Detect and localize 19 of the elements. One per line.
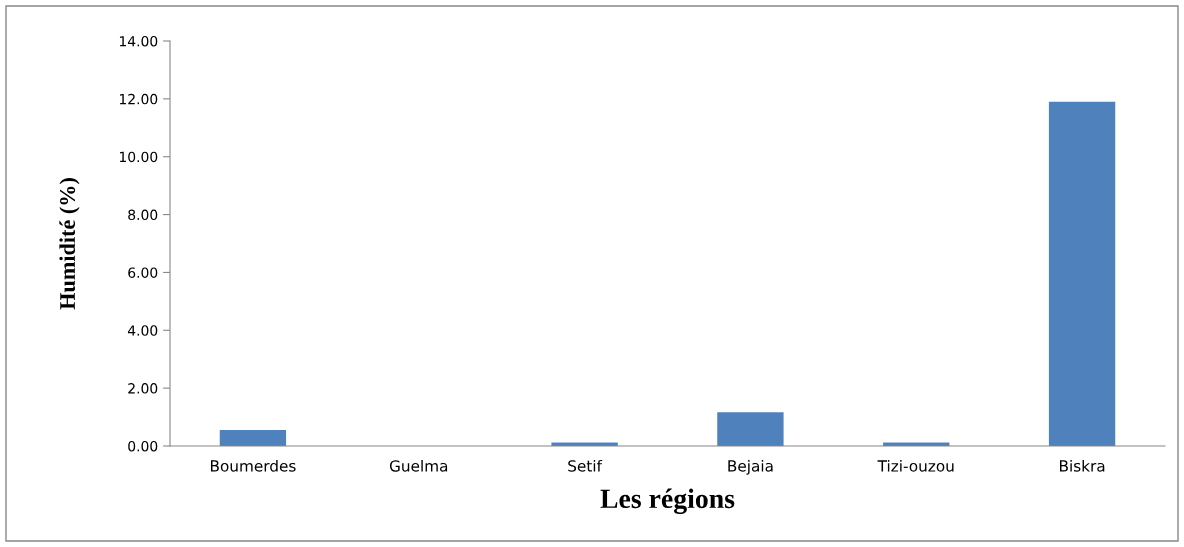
x-axis-title: Les régions [600, 488, 735, 514]
x-tick-label: Tizi-ouzou [877, 459, 954, 472]
y-tick-label: 0.00 [128, 440, 158, 452]
x-tick-label: Bejaia [728, 459, 773, 475]
bar [219, 430, 287, 446]
bar [717, 412, 784, 446]
y-tick-label: 6.00 [128, 267, 158, 278]
y-tick-label: 10.00 [119, 151, 158, 163]
y-axis-title: Humidité (%) [59, 178, 80, 310]
x-tick-label: Boumerdes [210, 459, 296, 472]
x-tick-label: Guelma [389, 459, 448, 472]
y-tick-label: 14.00 [119, 35, 158, 47]
y-tick-label: 2.00 [128, 383, 158, 394]
bar [1048, 101, 1116, 446]
x-tick-label: Setif [568, 459, 603, 472]
y-tick-label: 4.00 [127, 325, 158, 336]
x-tick-label: Biskra [1059, 459, 1105, 472]
y-tick-label: 12.00 [119, 93, 158, 105]
y-tick-label: 8.00 [128, 209, 158, 221]
